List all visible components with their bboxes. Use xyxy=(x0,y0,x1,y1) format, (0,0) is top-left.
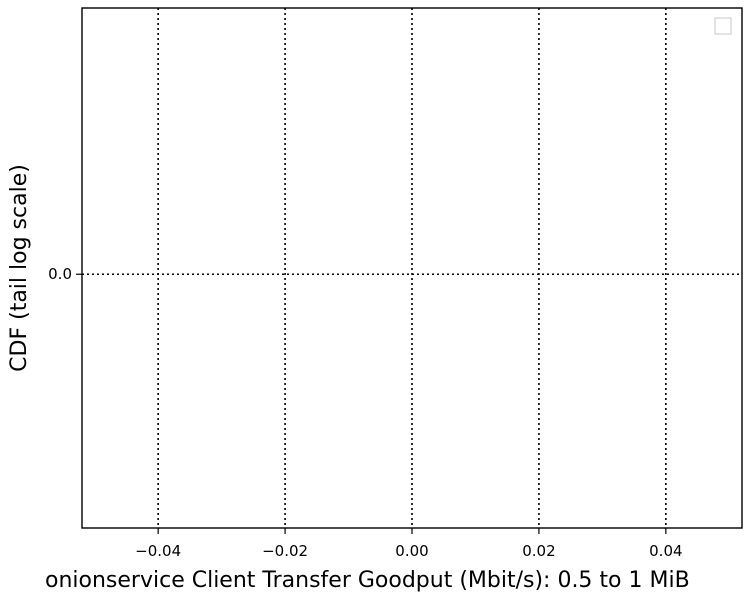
grid-layer xyxy=(82,8,742,528)
x-tick-label: −0.02 xyxy=(262,542,308,560)
x-axis: −0.04 −0.02 0.00 0.02 0.04 xyxy=(135,528,683,560)
x-tick-label: 0.04 xyxy=(649,542,682,560)
x-axis-label: onionservice Client Transfer Goodput (Mb… xyxy=(45,568,690,593)
y-axis-label: CDF (tail log scale) xyxy=(7,164,32,372)
x-tick-label: 0.00 xyxy=(395,542,428,560)
y-axis: 0.0 xyxy=(48,265,82,283)
x-tick-label: −0.04 xyxy=(135,542,181,560)
y-tick-label: 0.0 xyxy=(48,265,72,283)
x-tick-label: 0.02 xyxy=(522,542,555,560)
legend-box xyxy=(714,17,732,35)
